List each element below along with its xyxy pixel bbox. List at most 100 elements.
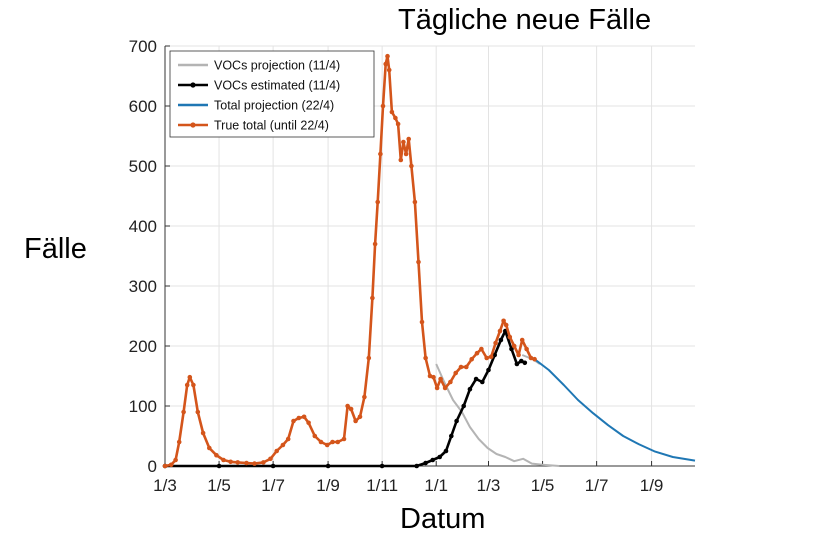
- data-point: [511, 343, 517, 349]
- data-point: [509, 346, 514, 352]
- data-point: [379, 463, 385, 469]
- data-point: [348, 406, 354, 412]
- data-point: [380, 103, 386, 109]
- data-point: [497, 328, 503, 334]
- data-point: [449, 433, 454, 439]
- series-line: [435, 363, 560, 467]
- data-point: [285, 436, 291, 442]
- data-point: [454, 418, 459, 424]
- data-point: [498, 337, 504, 343]
- data-point: [353, 418, 358, 424]
- data-point: [437, 454, 443, 460]
- data-point: [416, 259, 421, 265]
- data-point: [528, 355, 534, 361]
- y-tick-label: 200: [129, 337, 157, 356]
- data-point: [162, 463, 168, 469]
- x-tick-label: 1/1: [424, 476, 448, 495]
- data-point: [519, 337, 525, 343]
- data-point: [395, 121, 401, 127]
- y-tick-label: 300: [129, 277, 157, 296]
- x-tick-label: 1/7: [261, 476, 285, 495]
- data-point: [519, 358, 524, 364]
- data-point: [423, 460, 428, 466]
- data-point: [362, 394, 367, 400]
- x-tick-label: 1/9: [316, 476, 340, 495]
- x-axis-label: Datum: [400, 503, 486, 535]
- data-point: [330, 439, 335, 445]
- data-point: [409, 163, 414, 169]
- legend-marker: [190, 122, 196, 128]
- data-point: [181, 409, 186, 415]
- data-point: [341, 436, 347, 442]
- data-point: [406, 136, 412, 142]
- data-point: [458, 364, 464, 370]
- data-point: [306, 420, 311, 426]
- data-point: [324, 442, 330, 448]
- data-point: [461, 403, 467, 409]
- legend-entry: True total (until 22/4): [214, 119, 329, 133]
- x-tick-label: 1/11: [366, 476, 398, 495]
- true-total-series: [162, 53, 537, 469]
- data-point: [274, 448, 280, 454]
- data-point: [235, 460, 240, 465]
- data-point: [448, 379, 453, 385]
- data-point: [370, 295, 375, 301]
- data-point: [207, 445, 212, 451]
- data-point: [176, 439, 182, 445]
- data-point: [484, 355, 490, 361]
- data-point: [488, 354, 494, 360]
- data-point: [492, 352, 498, 358]
- data-point: [325, 463, 331, 469]
- data-point: [261, 460, 266, 465]
- x-tick-label: 1/3: [477, 476, 501, 495]
- data-point: [244, 460, 249, 466]
- data-point: [335, 439, 341, 445]
- data-point: [385, 53, 390, 59]
- data-point: [291, 418, 296, 424]
- data-point: [493, 340, 498, 346]
- data-point: [464, 364, 469, 370]
- data-point: [389, 109, 395, 115]
- data-point: [480, 379, 485, 385]
- data-point: [427, 373, 433, 379]
- data-point: [423, 355, 428, 361]
- data-point: [228, 459, 233, 465]
- data-point: [357, 414, 363, 420]
- data-point: [214, 452, 219, 458]
- data-point: [503, 322, 509, 328]
- data-point: [386, 67, 392, 73]
- data-point: [473, 376, 479, 382]
- y-tick-label: 600: [129, 97, 157, 116]
- y-tick-label: 500: [129, 157, 157, 176]
- chart-title: Tägliche neue Fälle: [398, 4, 652, 36]
- data-point: [443, 448, 449, 454]
- data-point: [442, 385, 448, 391]
- x-tick-label: 1/9: [640, 476, 664, 495]
- voc-estimated-series: [162, 328, 528, 469]
- data-point: [280, 442, 286, 448]
- data-point: [372, 241, 378, 247]
- y-tick-label: 700: [129, 37, 157, 56]
- x-tick-label: 1/5: [531, 476, 555, 495]
- data-point: [173, 457, 178, 463]
- data-point: [453, 370, 459, 376]
- legend-entry: VOCs projection (11/4): [214, 59, 340, 73]
- data-point: [479, 346, 484, 352]
- legend: VOCs projection (11/4) VOCs estimated (11…: [169, 50, 375, 138]
- data-point: [524, 346, 529, 352]
- data-point: [501, 318, 506, 324]
- data-point: [507, 334, 513, 340]
- data-point: [431, 374, 436, 380]
- data-point: [383, 61, 389, 67]
- data-point: [414, 463, 420, 469]
- data-point: [486, 367, 491, 373]
- data-point: [378, 151, 383, 157]
- data-point: [221, 457, 226, 463]
- data-point: [403, 151, 409, 157]
- y-tick-label: 400: [129, 217, 157, 236]
- data-point: [216, 463, 222, 469]
- data-point: [187, 374, 193, 380]
- legend-entry: VOCs estimated (11/4): [214, 79, 340, 93]
- legend-marker: [190, 82, 196, 88]
- x-tick-label: 1/5: [207, 476, 231, 495]
